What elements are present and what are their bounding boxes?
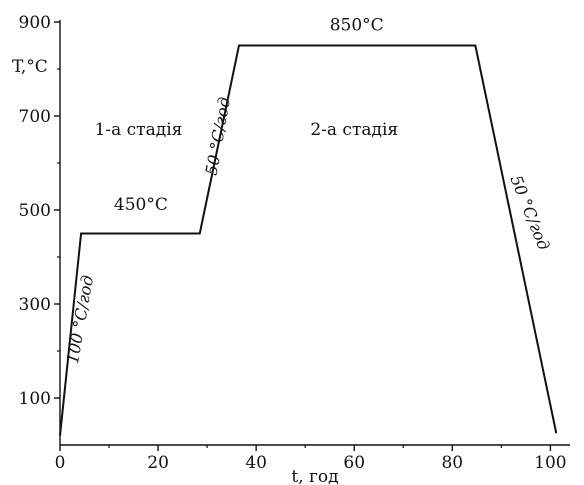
series-group <box>59 44 558 436</box>
y-tick-label: 900 <box>19 13 51 33</box>
annotation-t450: 450°C <box>114 195 168 215</box>
annotation-t850: 850°C <box>330 15 384 35</box>
axes <box>59 20 570 446</box>
y-tick-label: 100 <box>19 389 51 409</box>
x-tick-label: 20 <box>147 453 169 473</box>
x-tick-label: 100 <box>534 453 566 473</box>
annotation-rate100: 100 °C/год <box>63 274 97 365</box>
x-ticks: 0 20 40 60 80 100 <box>55 445 567 473</box>
annotation-rate50a: 50 °C/год <box>202 96 234 177</box>
annotation-stage2: 2-а стадія <box>310 120 398 140</box>
y-tick-label: 500 <box>19 201 51 221</box>
y-tick-label: 300 <box>19 295 51 315</box>
x-axis-title: t, год <box>291 467 338 485</box>
y-axis-title: T,°C <box>12 57 48 77</box>
x-tick-label: 40 <box>245 453 267 473</box>
y-ticks: 100 300 500 700 900 <box>19 13 60 409</box>
series-line-0 <box>59 44 558 436</box>
x-tick-label: 60 <box>343 453 365 473</box>
annotation-stage1: 1-а стадія <box>95 120 183 140</box>
annotation-rate50b: 50 °C/год <box>506 172 553 252</box>
x-tick-label: 80 <box>441 453 463 473</box>
x-tick-label: 0 <box>55 453 66 473</box>
y-tick-label: 700 <box>19 107 51 127</box>
